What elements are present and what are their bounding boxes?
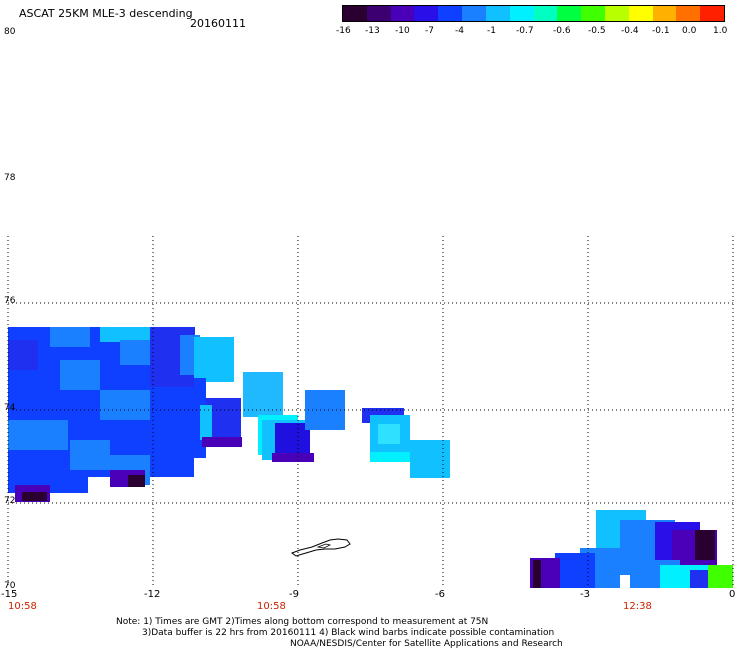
swath-cell (690, 570, 710, 588)
swath-cell (695, 530, 715, 560)
colorbar-segment (581, 6, 605, 21)
colorbar-segment (438, 6, 463, 21)
colorbar-segment (604, 6, 629, 21)
island-outline (290, 538, 351, 557)
swath-cell (70, 440, 110, 470)
note-line-3: NOAA/NESDIS/Center for Satellite Applica… (290, 639, 563, 649)
colorbar-segment (414, 6, 439, 21)
lat-label-72: 72 (4, 496, 16, 506)
colorbar-segment (390, 6, 415, 21)
colorbar-tick-label: -0.5 (588, 26, 606, 36)
swath-cell (202, 437, 242, 447)
colorbar (342, 5, 725, 22)
colorbar-tick-label: -1 (487, 26, 496, 36)
colorbar-segment (462, 6, 486, 21)
colorbar-segment (366, 6, 391, 21)
swath-cell (410, 440, 450, 478)
time-label-1: 10:58 (8, 601, 37, 612)
swath-cell (272, 453, 314, 462)
colorbar-tick-label: -0.1 (652, 26, 670, 36)
swath-cell (370, 452, 410, 462)
colorbar-tick-label: -13 (365, 26, 380, 36)
lon-label-minus12: -12 (144, 589, 161, 600)
swath-cell (8, 340, 38, 370)
lat-label-76: 76 (4, 296, 16, 306)
swath-cell (708, 565, 733, 588)
swath-cell (200, 405, 212, 440)
colorbar-tick-label: -0.4 (621, 26, 639, 36)
colorbar-segment (509, 6, 534, 21)
colorbar-segment (676, 6, 701, 21)
swath-cell (194, 337, 234, 382)
swath-data-layer (8, 327, 733, 588)
swath-cell (128, 475, 145, 487)
colorbar-segment (700, 6, 724, 21)
note-line-2: 3)Data buffer is 22 hrs from 20160111 4)… (142, 628, 555, 638)
time-label-2: 10:58 (257, 601, 286, 612)
colorbar-tick-label: -4 (455, 26, 464, 36)
lon-label-minus15: -15 (1, 589, 18, 600)
colorbar-segment (557, 6, 582, 21)
swath-cell (150, 387, 190, 437)
time-label-3: 12:38 (623, 601, 652, 612)
plot-date: 20160111 (190, 17, 246, 30)
grid-lines (7, 236, 734, 588)
swath-cell (22, 492, 47, 501)
lon-label-minus3: -3 (580, 589, 590, 600)
plot-title: ASCAT 25KM MLE-3 descending (19, 7, 193, 20)
lon-label-minus9: -9 (289, 589, 299, 600)
colorbar-tick-label: 1.0 (713, 26, 728, 36)
colorbar-tick-label: 0.0 (682, 26, 697, 36)
swath-cell (275, 423, 310, 453)
lat-label-78: 78 (4, 173, 16, 183)
swath-cell (60, 360, 100, 390)
lat-label-80: 80 (4, 27, 16, 37)
swath-cell (50, 327, 90, 347)
swath-cell (100, 327, 150, 342)
lat-label-70: 70 (4, 581, 16, 591)
island-coastline (290, 538, 351, 557)
colorbar-segment (343, 6, 367, 21)
colorbar-tick-label: -16 (336, 26, 351, 36)
swath-cell (533, 560, 541, 588)
colorbar-tick-label: -0.7 (516, 26, 534, 36)
note-line-1: Note: 1) Times are GMT 2)Times along bot… (116, 617, 489, 627)
colorbar-segment (533, 6, 558, 21)
colorbar-tick-label: -0.6 (553, 26, 571, 36)
lon-label-0: 0 (729, 589, 736, 600)
swath-cell (8, 420, 68, 450)
colorbar-tick-label: -10 (395, 26, 410, 36)
colorbar-segment (628, 6, 653, 21)
colorbar-segment (485, 6, 510, 21)
lat-label-74: 74 (4, 403, 16, 413)
swath-cell (555, 553, 595, 588)
swath-cell (378, 424, 400, 444)
lon-label-minus6: -6 (435, 589, 445, 600)
island-inlet (316, 543, 332, 549)
colorbar-tick-label: -7 (425, 26, 434, 36)
colorbar-segment (652, 6, 677, 21)
swath-cell (100, 390, 150, 420)
